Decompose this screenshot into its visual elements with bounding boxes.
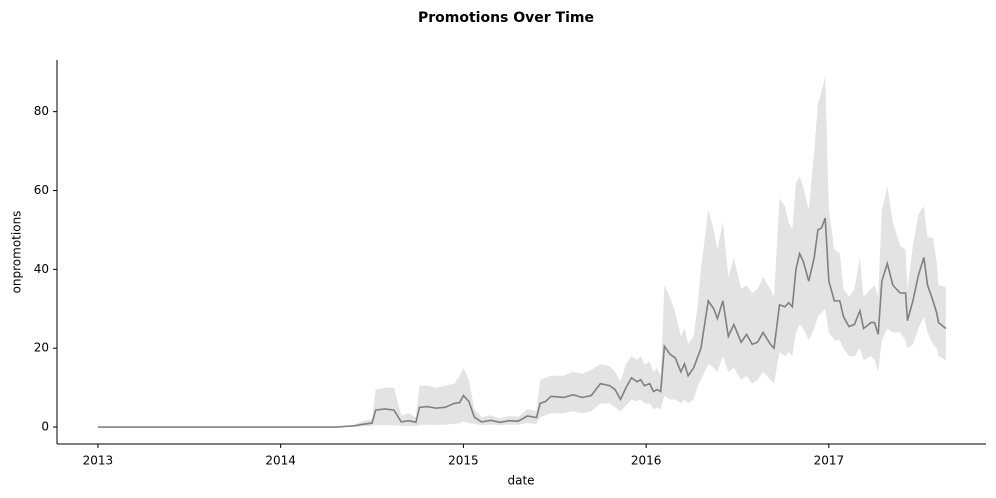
x-tick-label: 2015 [448,454,479,468]
x-tick-label: 2016 [631,454,662,468]
y-tick-label: 40 [34,262,49,276]
confidence-band [97,76,946,428]
y-tick-label: 20 [34,341,49,355]
y-tick-label: 0 [41,420,49,434]
line [97,217,947,428]
x-tick-label: 2013 [83,454,114,468]
y-tick-label: 80 [34,104,49,118]
chart-title: Promotions Over Time [418,10,594,26]
y-axis-label: onpromotions [10,211,24,294]
y-tick-label: 60 [34,183,49,197]
x-axis-label: date [507,474,534,488]
x-tick-label: 2014 [265,454,296,468]
x-tick-label: 2017 [814,454,845,468]
